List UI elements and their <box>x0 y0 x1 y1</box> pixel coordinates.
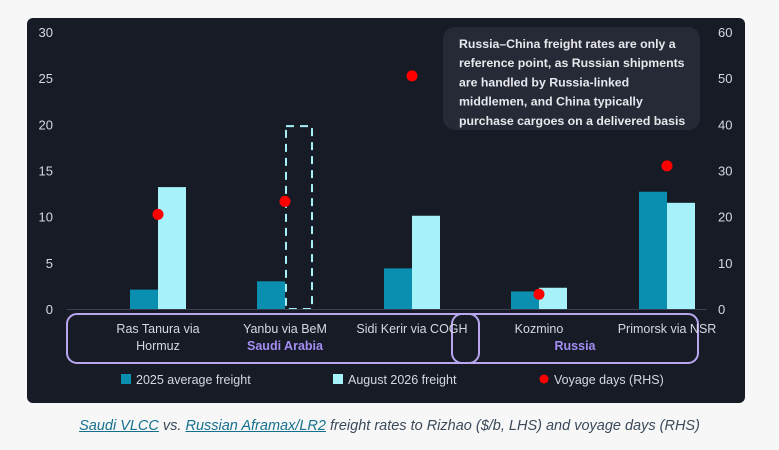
chart: 0 5 10 15 20 25 30 0 10 20 30 40 50 60 Ras Tanura via H… <box>39 25 733 387</box>
bar-august-2026-placeholder <box>285 125 313 311</box>
chart-card: 0 5 10 15 20 25 30 0 10 20 30 40 50 60 Ras Tanura via H… <box>27 18 745 403</box>
annotation-line: Russia–China freight rates are only a <box>459 37 676 51</box>
legend-marker-voyage-days <box>539 374 549 384</box>
category-label: Sidi Kerir via COGH <box>356 322 467 336</box>
category-label: Kozmino <box>515 322 564 336</box>
legend-marker-august-2026 <box>333 374 343 384</box>
y-left-tick-label: 20 <box>39 117 53 132</box>
y-left-tick-label: 15 <box>39 164 53 179</box>
bar-august-2026 <box>539 287 567 309</box>
caption-link-russian-aframax[interactable]: Russian Aframax/LR2 <box>185 418 326 434</box>
bar-2025-average <box>384 268 412 309</box>
legend-label: August 2026 freight <box>348 373 457 387</box>
category-label: Hormuz <box>136 339 180 353</box>
y-right-tick-label: 0 <box>718 302 725 317</box>
bar-2025-average <box>130 289 158 309</box>
bar-august-2026 <box>412 215 440 309</box>
category-label: Yanbu via BeM <box>243 322 327 336</box>
y-right-tick-label: 60 <box>718 25 732 40</box>
y-right-tick-label: 50 <box>718 71 732 86</box>
voyage-days-point <box>279 195 291 207</box>
y-left-tick-label: 25 <box>39 71 53 86</box>
voyage-days-point <box>533 288 545 300</box>
y-left-tick-label: 30 <box>39 25 53 40</box>
bar-august-2026 <box>667 202 695 309</box>
voyage-days-point <box>406 70 418 82</box>
y-right-tick-label: 20 <box>718 210 732 225</box>
annotation-line: middlemen, and China typically <box>459 95 643 109</box>
annotation-box <box>443 27 700 130</box>
y-right-tick-label: 40 <box>718 117 732 132</box>
annotation-line: reference point, as Russian shipments <box>459 56 685 70</box>
caption-text-2: freight rates to Rizhao ($/b, LHS) and v… <box>325 418 700 434</box>
group-box-russia <box>451 313 699 364</box>
annotation-line: purchase cargoes on a delivered basis <box>459 114 685 128</box>
voyage-days-point <box>152 208 164 220</box>
voyage-days-point <box>661 160 673 172</box>
legend-label: Voyage days (RHS) <box>554 373 664 387</box>
bar-2025-average <box>511 291 539 309</box>
y-left-tick-label: 10 <box>39 210 53 225</box>
category-label: Primorsk via NSR <box>618 322 717 336</box>
group-label: Russia <box>555 339 597 353</box>
y-left-tick-label: 5 <box>46 256 53 271</box>
category-label: Ras Tanura via <box>116 322 199 336</box>
legend-label: 2025 average freight <box>136 373 251 387</box>
caption-text-1: vs. <box>158 418 186 434</box>
legend-marker-2025-average <box>121 374 131 384</box>
group-box-saudi-arabia <box>66 313 480 364</box>
annotation-line: are handled by Russia-linked <box>459 75 629 89</box>
bar-2025-average <box>639 191 667 309</box>
group-label: Saudi Arabia <box>247 339 324 353</box>
y-right-tick-label: 30 <box>718 164 732 179</box>
caption-link-saudi-vlcc[interactable]: Saudi VLCC <box>79 418 159 434</box>
y-right-tick-label: 10 <box>718 256 732 271</box>
bar-august-2026 <box>158 187 186 309</box>
y-left-tick-label: 0 <box>46 302 53 317</box>
bar-2025-average <box>257 281 285 309</box>
figure-caption: Saudi VLCC vs. Russian Aframax/LR2 freig… <box>0 418 779 434</box>
